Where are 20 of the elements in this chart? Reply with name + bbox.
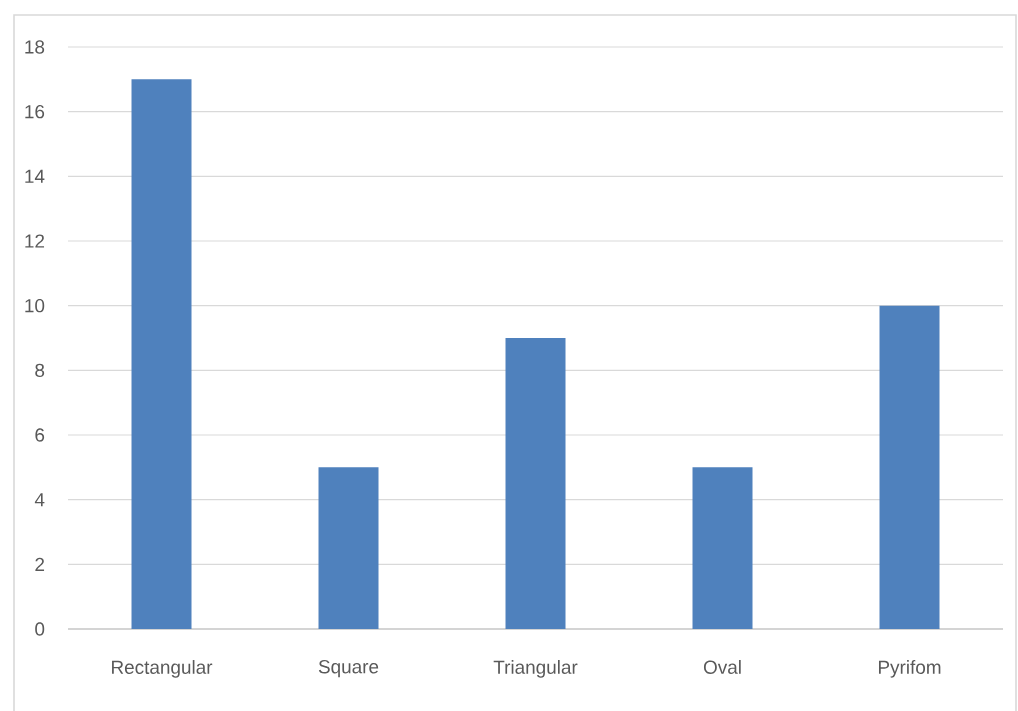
bar — [692, 467, 753, 629]
bar — [879, 305, 940, 629]
bar — [131, 79, 192, 629]
bar — [318, 467, 379, 629]
y-tick-label: 2 — [35, 557, 45, 571]
y-tick-label: 14 — [25, 169, 45, 183]
y-tick-label: 4 — [34, 493, 45, 507]
x-tick-label: Pyrifom — [878, 660, 941, 678]
x-tick-label: Square — [318, 660, 379, 678]
y-tick-label: 6 — [35, 428, 45, 442]
y-tick-label: 18 — [25, 40, 45, 54]
x-tick-label: Oval — [703, 660, 741, 674]
x-tick-label: Rectangular — [112, 660, 213, 678]
y-tick-label: 0 — [35, 622, 45, 636]
y-tick-label: 12 — [25, 234, 45, 248]
y-tick-label: 10 — [25, 298, 45, 313]
y-tick-label: 16 — [25, 104, 45, 119]
x-tick-label: Triangular — [493, 660, 578, 678]
bar — [505, 337, 566, 629]
y-tick-label: 8 — [35, 363, 45, 378]
